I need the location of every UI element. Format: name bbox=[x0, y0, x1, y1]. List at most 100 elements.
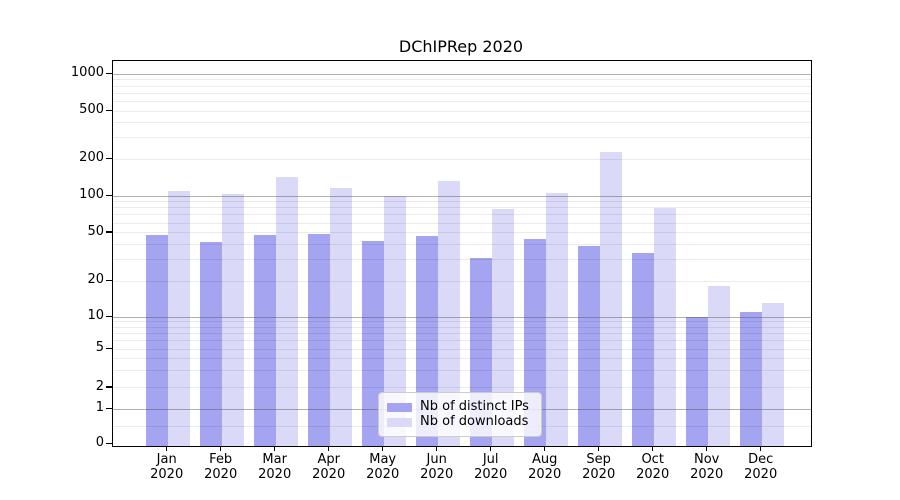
x-tick-year: 2020 bbox=[366, 467, 400, 482]
bar-downloads bbox=[437, 180, 460, 446]
x-tick-month: Aug bbox=[531, 452, 558, 467]
x-tick-month: Nov bbox=[694, 452, 720, 467]
x-tick-year: 2020 bbox=[636, 467, 670, 482]
x-tick-month: Dec bbox=[748, 452, 774, 467]
legend-swatch-distinct-ips bbox=[387, 402, 412, 412]
y-tick-label: 1 bbox=[95, 400, 104, 416]
bar-downloads bbox=[545, 193, 568, 446]
bar-downloads bbox=[167, 190, 190, 446]
minor-gridline bbox=[113, 333, 811, 335]
y-tick-mark bbox=[106, 157, 112, 160]
bar-downloads bbox=[221, 193, 244, 446]
legend-label-downloads: Nb of downloads bbox=[420, 414, 529, 429]
x-tick-month: Sep bbox=[586, 452, 611, 467]
minor-gridline bbox=[113, 326, 811, 328]
y-tick-label: 10 bbox=[87, 308, 104, 323]
minor-gridline bbox=[113, 243, 811, 245]
minor-gridline bbox=[113, 100, 811, 102]
y-tick-mark bbox=[106, 442, 112, 445]
minor-gridline bbox=[113, 348, 811, 350]
bar-distinct-ips bbox=[253, 234, 276, 446]
minor-gridline bbox=[113, 280, 811, 282]
x-tick-label-may: May 2020 bbox=[353, 452, 413, 482]
x-tick-year: 2020 bbox=[474, 467, 508, 482]
x-tick-month: Feb bbox=[209, 452, 233, 467]
x-tick-label-jan: Jan 2020 bbox=[137, 452, 197, 482]
minor-gridline bbox=[113, 321, 811, 323]
x-tick-label-sep: Sep 2020 bbox=[569, 452, 629, 482]
y-tick-mark bbox=[106, 407, 112, 410]
x-tick-month: Jan bbox=[156, 452, 177, 467]
x-tick-label-feb: Feb 2020 bbox=[191, 452, 251, 482]
legend-item-downloads: Nb of downloads bbox=[387, 415, 532, 429]
x-tick-mark bbox=[543, 446, 546, 451]
x-tick-mark bbox=[165, 446, 168, 451]
x-tick-mark bbox=[327, 446, 330, 451]
y-tick-mark bbox=[106, 386, 112, 388]
x-tick-mark bbox=[651, 446, 654, 451]
legend-swatch-downloads bbox=[387, 417, 412, 427]
x-tick-year: 2020 bbox=[204, 467, 238, 482]
bar-distinct-ips bbox=[685, 317, 708, 446]
y-tick-mark bbox=[106, 279, 112, 281]
bar-distinct-ips bbox=[199, 241, 222, 446]
y-tick-label: 100 bbox=[79, 187, 104, 202]
minor-gridline bbox=[113, 92, 811, 94]
bar-distinct-ips bbox=[739, 312, 762, 446]
x-tick-label-aug: Aug 2020 bbox=[515, 452, 575, 482]
bar-downloads bbox=[383, 196, 406, 446]
x-tick-year: 2020 bbox=[150, 467, 184, 482]
x-tick-mark bbox=[759, 446, 762, 451]
x-tick-year: 2020 bbox=[312, 467, 346, 482]
x-tick-label-dec: Dec 2020 bbox=[731, 452, 791, 482]
minor-gridline bbox=[113, 158, 811, 160]
x-tick-month: Apr bbox=[317, 452, 340, 467]
y-tick-label: 500 bbox=[79, 102, 104, 117]
x-tick-month: Jul bbox=[482, 452, 499, 467]
x-tick-year: 2020 bbox=[744, 467, 778, 482]
x-tick-year: 2020 bbox=[690, 467, 724, 482]
minor-gridline bbox=[113, 232, 811, 234]
chart-title: DChIPRep 2020 bbox=[398, 37, 524, 56]
x-tick-label-apr: Apr 2020 bbox=[299, 452, 359, 482]
y-tick-label: 0 bbox=[95, 435, 104, 451]
x-tick-year: 2020 bbox=[258, 467, 292, 482]
major-gridline bbox=[113, 316, 811, 318]
x-tick-label-oct: Oct 2020 bbox=[623, 452, 683, 482]
bar-downloads bbox=[707, 286, 730, 446]
x-tick-mark bbox=[381, 446, 384, 451]
x-tick-month: Mar bbox=[262, 452, 287, 467]
minor-gridline bbox=[113, 201, 811, 203]
minor-gridline bbox=[113, 207, 811, 209]
minor-gridline bbox=[113, 358, 811, 360]
minor-gridline bbox=[113, 214, 811, 216]
bar-distinct-ips bbox=[631, 253, 654, 446]
minor-gridline bbox=[113, 137, 811, 139]
minor-gridline bbox=[113, 79, 811, 81]
minor-gridline bbox=[113, 122, 811, 124]
x-tick-mark bbox=[219, 446, 222, 451]
minor-gridline bbox=[113, 340, 811, 342]
minor-gridline bbox=[113, 110, 811, 112]
x-tick-label-jul: Jul 2020 bbox=[461, 452, 521, 482]
x-tick-year: 2020 bbox=[528, 467, 562, 482]
y-tick-label: 5 bbox=[95, 340, 104, 356]
y-tick-label: 2 bbox=[95, 378, 104, 394]
x-tick-month: May bbox=[369, 452, 397, 467]
y-tick-mark bbox=[106, 347, 112, 350]
minor-gridline bbox=[113, 370, 811, 372]
x-tick-month: Oct bbox=[641, 452, 664, 467]
x-tick-mark bbox=[273, 446, 276, 451]
bar-downloads bbox=[653, 207, 676, 446]
x-tick-year: 2020 bbox=[582, 467, 616, 482]
y-tick-mark bbox=[106, 72, 112, 75]
y-tick-label: 200 bbox=[79, 150, 104, 166]
legend-label-distinct-ips: Nb of distinct IPs bbox=[420, 399, 529, 414]
y-tick-label: 20 bbox=[87, 272, 104, 287]
y-tick-label: 50 bbox=[87, 223, 104, 239]
legend-item-distinct-ips: Nb of distinct IPs bbox=[387, 400, 532, 414]
x-tick-mark bbox=[489, 446, 492, 451]
x-tick-mark bbox=[705, 446, 708, 451]
y-tick-mark bbox=[106, 194, 112, 196]
